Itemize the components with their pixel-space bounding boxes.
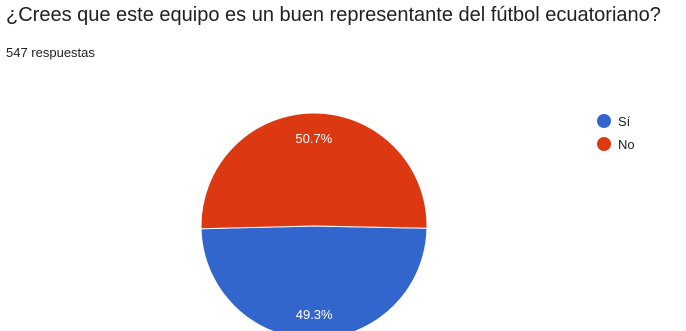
pie-slice-si: [200, 225, 428, 331]
slice-label-no: 50.7%: [295, 131, 332, 146]
legend-marker-si: [597, 114, 611, 128]
question-title: ¿Crees que este equipo es un buen repres…: [6, 4, 661, 26]
pie-slice-no: [200, 112, 428, 230]
legend-label-si: Sí: [618, 114, 631, 129]
slice-label-si: 49.3%: [296, 307, 333, 322]
legend-marker-no: [597, 137, 611, 151]
pie-slice-labels: 49.3% 50.7%: [295, 131, 333, 322]
responses-count: 547 respuestas: [6, 45, 95, 60]
chart-legend: Sí No: [597, 114, 635, 152]
legend-label-no: No: [618, 137, 635, 152]
pie-slices: [200, 112, 428, 331]
